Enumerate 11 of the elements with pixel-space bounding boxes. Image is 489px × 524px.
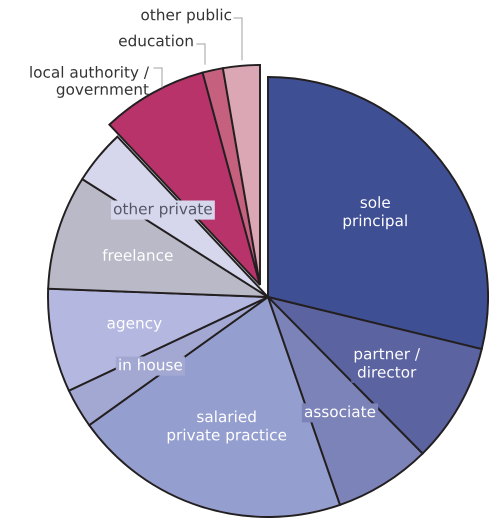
slice-label: partner / director — [354, 348, 420, 378]
slice-label: local authority / government — [30, 66, 149, 98]
slice-label: sole principal — [344, 196, 407, 230]
slice-label: freelance — [102, 249, 173, 261]
slice-label: other public — [141, 8, 232, 24]
slice-label: agency — [107, 320, 162, 332]
slice-label: in house — [119, 358, 182, 370]
slice-label: associate — [304, 405, 376, 418]
slice-label: salaried private practice — [168, 410, 286, 444]
slice-label: education — [119, 34, 193, 46]
slice-label: other private — [114, 202, 212, 218]
